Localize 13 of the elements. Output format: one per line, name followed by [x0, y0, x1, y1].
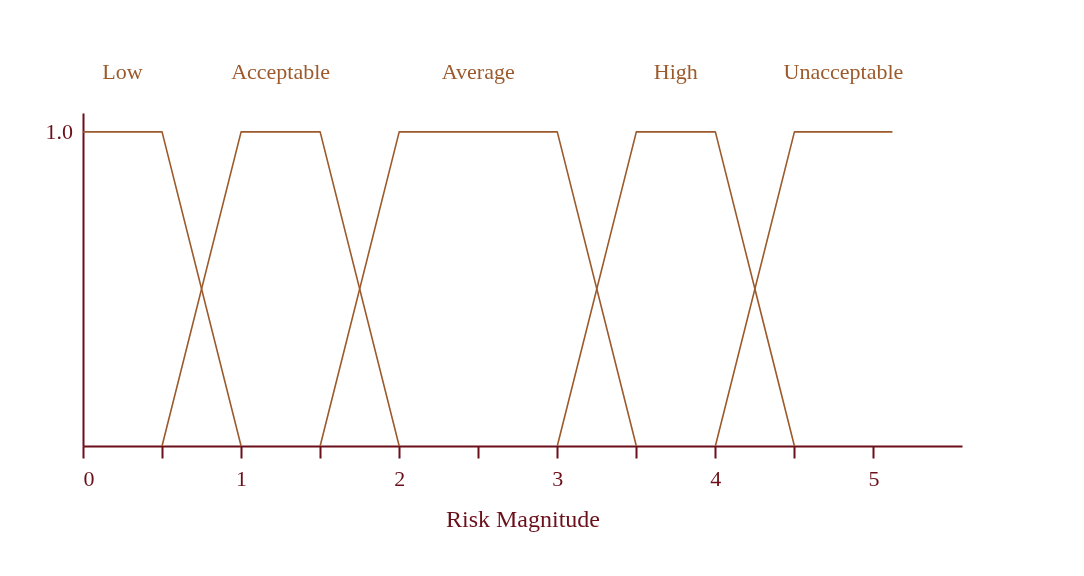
- x-tick-label: 1: [236, 465, 248, 491]
- text: Unacceptable: [783, 58, 904, 84]
- text: 1.0: [45, 118, 73, 144]
- x-tick-label: 3: [552, 465, 564, 491]
- text: Average: [441, 58, 515, 84]
- text: High: [653, 58, 698, 84]
- x-tick-label: 4: [710, 465, 722, 491]
- x-tick-label: 0: [83, 465, 95, 491]
- x-tick-label: 5: [868, 465, 880, 491]
- x-tick-label: 2: [394, 465, 406, 491]
- text: Low: [102, 58, 143, 84]
- x-axis-title: Risk Magnitude: [446, 505, 600, 532]
- text: Acceptable: [231, 58, 331, 84]
